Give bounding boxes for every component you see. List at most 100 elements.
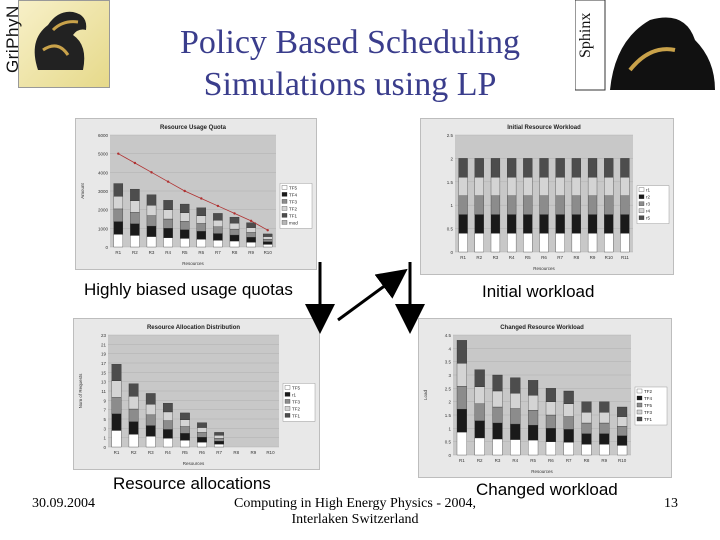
legend-swatch bbox=[284, 392, 291, 397]
x-tick-label: R6 bbox=[548, 458, 554, 463]
slide-title-line1: Policy Based Scheduling bbox=[180, 24, 520, 61]
quota-point bbox=[249, 219, 253, 223]
bar-segment bbox=[474, 233, 484, 253]
initial-workload-chart: Initial Resource Workload 0 0.5 1 1.5 2 2.5 R1 R… bbox=[447, 125, 670, 271]
bar-segment bbox=[213, 226, 223, 234]
bar-segment bbox=[604, 195, 614, 215]
y-tick-label: 0 bbox=[105, 245, 108, 250]
chart-title: Initial Resource Workload bbox=[507, 125, 581, 131]
bar-segment bbox=[507, 233, 517, 253]
bar-segment bbox=[180, 440, 190, 448]
legend-label: r5 bbox=[646, 216, 650, 221]
bar-segment bbox=[246, 237, 256, 243]
bar-segment bbox=[581, 433, 592, 445]
x-tick-label: R3 bbox=[495, 458, 501, 463]
allocation-chart-panel: Resource Allocation Distribution 0 1 3 5 7 9 11… bbox=[73, 318, 320, 470]
x-tick-label: R8 bbox=[584, 458, 590, 463]
legend-swatch bbox=[636, 388, 643, 394]
bar-segment bbox=[246, 227, 256, 233]
x-tick-label: R3 bbox=[148, 450, 154, 455]
quota-point bbox=[266, 229, 269, 232]
legend-label: TF1 bbox=[292, 413, 300, 418]
bar-segment bbox=[510, 439, 521, 456]
bar-segment bbox=[213, 219, 223, 227]
bar-segment bbox=[456, 431, 467, 456]
bar-segment bbox=[146, 225, 157, 237]
legend-swatch bbox=[636, 416, 643, 422]
bar-segment bbox=[581, 422, 592, 434]
bar-segment bbox=[599, 412, 610, 424]
bar-segment bbox=[196, 207, 207, 216]
bar-segment bbox=[196, 231, 207, 240]
bar-segment bbox=[474, 403, 485, 422]
x-tick-label: R5 bbox=[182, 250, 188, 255]
x-tick-label: R1 bbox=[459, 458, 465, 463]
bar-segment bbox=[213, 213, 223, 221]
bar-segment bbox=[620, 233, 630, 253]
x-axis-label: Resources bbox=[531, 469, 553, 474]
y-tick-label: 4.5 bbox=[445, 333, 452, 338]
y-tick-label: 1000 bbox=[98, 226, 109, 231]
legend-label: TF5 bbox=[292, 385, 300, 390]
quota-point bbox=[133, 161, 137, 165]
usage-quota-chart: Resource Usage Quota 0 1000 2000 3000 4000 500… bbox=[80, 125, 313, 266]
x-tick-label: R3 bbox=[149, 250, 155, 255]
bar-segment bbox=[179, 203, 190, 213]
caption-usage-quotas: Highly biased usage quotas bbox=[84, 280, 293, 299]
y-tick-label: 11 bbox=[101, 389, 106, 394]
legend-label: r2 bbox=[646, 195, 650, 200]
bar-segment bbox=[507, 214, 517, 234]
bar-segment bbox=[113, 196, 124, 210]
bar-segment bbox=[523, 176, 533, 196]
y-tick-label: 1 bbox=[448, 426, 451, 431]
bar-segment bbox=[571, 158, 581, 178]
bar-segment bbox=[617, 426, 628, 436]
x-tick-label: R2 bbox=[477, 458, 483, 463]
x-tick-label: R5 bbox=[530, 458, 536, 463]
bar-segment bbox=[163, 200, 173, 210]
y-tick-label: 15 bbox=[101, 370, 107, 375]
bar-segment bbox=[162, 411, 173, 421]
bar-segment bbox=[197, 437, 207, 443]
bar-segment bbox=[128, 383, 139, 397]
y-tick-label: 0.5 bbox=[445, 440, 452, 445]
y-tick-label: 23 bbox=[101, 333, 107, 338]
bar-segment bbox=[162, 403, 173, 413]
caption-changed-workload: Changed workload bbox=[476, 480, 618, 499]
bar-segment bbox=[563, 429, 574, 443]
bar-segment bbox=[528, 410, 539, 426]
bar-segment bbox=[492, 406, 503, 424]
bar-segment bbox=[146, 194, 157, 206]
bar-segment bbox=[507, 195, 517, 215]
x-tick-label: R1 bbox=[460, 255, 466, 260]
sphinx-logo-text: Sphinx bbox=[577, 12, 594, 58]
y-tick-label: 0.5 bbox=[447, 227, 454, 232]
y-tick-label: 0 bbox=[450, 250, 453, 255]
usage-quota-chart-panel: Resource Usage Quota 0 1000 2000 3000 4000 500… bbox=[75, 118, 317, 270]
x-tick-label: R4 bbox=[512, 458, 518, 463]
bar-segment bbox=[262, 239, 273, 242]
bar-segment bbox=[539, 233, 549, 253]
bar-segment bbox=[197, 432, 207, 438]
x-tick-label: R8 bbox=[573, 255, 579, 260]
legend-swatch bbox=[638, 194, 645, 199]
bar-segment bbox=[620, 176, 630, 196]
bar-segment bbox=[458, 158, 468, 178]
bar-segment bbox=[179, 238, 190, 248]
bar-segment bbox=[581, 444, 592, 456]
legend-label: r1 bbox=[292, 392, 296, 397]
bar-segment bbox=[617, 416, 628, 427]
bar-segment bbox=[599, 444, 610, 456]
x-tick-label: R4 bbox=[509, 255, 515, 260]
griffin-icon bbox=[34, 11, 87, 70]
bar-segment bbox=[604, 176, 614, 196]
legend-swatch bbox=[636, 402, 643, 408]
bar-segment bbox=[213, 240, 223, 248]
bar-segment bbox=[617, 445, 628, 456]
x-tick-label: R10 bbox=[264, 250, 273, 255]
griphyn-logo: GriPhyN bbox=[0, 0, 110, 88]
y-axis-label: Amount bbox=[80, 182, 85, 198]
bar-segment bbox=[246, 222, 256, 228]
bar-segment bbox=[571, 176, 581, 196]
x-tick-label: R9 bbox=[601, 458, 607, 463]
